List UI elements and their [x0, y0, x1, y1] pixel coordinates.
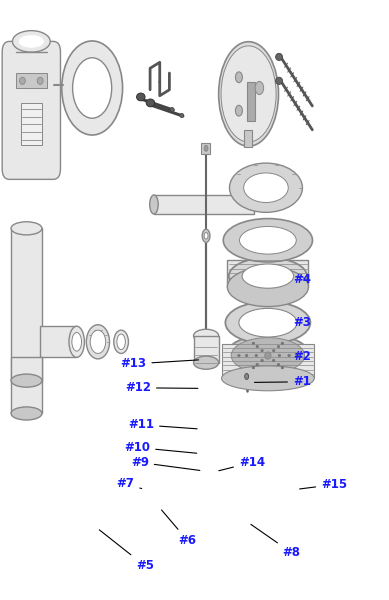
Text: #13: #13 [120, 358, 199, 370]
Ellipse shape [170, 107, 174, 112]
Text: #2: #2 [293, 350, 311, 363]
Text: #9: #9 [131, 456, 200, 470]
Ellipse shape [276, 77, 282, 85]
Bar [11, 358, 42, 413]
Ellipse shape [227, 267, 308, 307]
Ellipse shape [137, 93, 145, 101]
Ellipse shape [180, 113, 184, 118]
Text: #14: #14 [219, 456, 265, 471]
Ellipse shape [281, 367, 284, 369]
Text: #1: #1 [254, 376, 311, 388]
Ellipse shape [261, 349, 263, 352]
Ellipse shape [229, 258, 307, 295]
Ellipse shape [277, 364, 280, 366]
Ellipse shape [69, 326, 84, 358]
Ellipse shape [19, 35, 44, 47]
Ellipse shape [235, 72, 242, 83]
Ellipse shape [238, 355, 240, 357]
Ellipse shape [272, 359, 275, 362]
Ellipse shape [11, 407, 42, 420]
Ellipse shape [230, 163, 303, 212]
Ellipse shape [90, 330, 106, 353]
Ellipse shape [231, 338, 305, 373]
Ellipse shape [117, 334, 125, 350]
Text: #7: #7 [116, 478, 142, 490]
Ellipse shape [73, 58, 112, 118]
Bar [247, 82, 255, 121]
Text: #5: #5 [99, 530, 154, 572]
FancyBboxPatch shape [2, 41, 60, 179]
Bar [222, 344, 314, 379]
Ellipse shape [288, 355, 291, 357]
Ellipse shape [278, 355, 281, 357]
Text: #3: #3 [293, 316, 311, 329]
Ellipse shape [272, 349, 275, 352]
Text: #10: #10 [124, 441, 197, 454]
Ellipse shape [235, 106, 242, 116]
Ellipse shape [255, 355, 258, 357]
Ellipse shape [221, 46, 276, 142]
Ellipse shape [256, 346, 259, 348]
Ellipse shape [204, 233, 208, 239]
Ellipse shape [240, 226, 296, 254]
Ellipse shape [244, 173, 288, 203]
Ellipse shape [194, 329, 219, 343]
Ellipse shape [150, 195, 158, 214]
Ellipse shape [202, 229, 210, 242]
Ellipse shape [245, 355, 248, 357]
Ellipse shape [265, 352, 271, 359]
Ellipse shape [62, 41, 123, 135]
Bar [154, 195, 254, 214]
Ellipse shape [242, 264, 294, 288]
Ellipse shape [277, 346, 280, 348]
Ellipse shape [281, 342, 284, 344]
Ellipse shape [226, 335, 310, 376]
Ellipse shape [204, 145, 208, 151]
Bar [40, 326, 77, 358]
Ellipse shape [11, 374, 42, 387]
Ellipse shape [114, 330, 128, 353]
Bar [227, 260, 308, 287]
Ellipse shape [252, 367, 255, 369]
Ellipse shape [222, 366, 314, 391]
Bar [202, 143, 210, 154]
Ellipse shape [11, 222, 42, 235]
Ellipse shape [239, 308, 297, 337]
Text: #11: #11 [128, 418, 197, 431]
Ellipse shape [255, 82, 264, 95]
Ellipse shape [225, 302, 310, 344]
Ellipse shape [12, 31, 50, 52]
Ellipse shape [276, 53, 282, 61]
Bar [194, 336, 219, 363]
Ellipse shape [194, 356, 219, 369]
Bar [21, 103, 42, 145]
Ellipse shape [261, 359, 263, 362]
Ellipse shape [223, 218, 312, 262]
Ellipse shape [256, 364, 259, 366]
Ellipse shape [37, 77, 43, 85]
Ellipse shape [245, 373, 249, 379]
Ellipse shape [72, 332, 82, 351]
Bar [11, 229, 42, 380]
Ellipse shape [146, 99, 155, 107]
Bar [244, 130, 252, 146]
Ellipse shape [252, 342, 255, 344]
Ellipse shape [296, 355, 298, 357]
Ellipse shape [19, 77, 25, 85]
Ellipse shape [219, 42, 279, 146]
Text: #8: #8 [251, 524, 301, 559]
Text: #12: #12 [125, 381, 198, 394]
Text: #15: #15 [300, 478, 347, 491]
Text: #4: #4 [293, 272, 311, 286]
Bar [16, 73, 47, 88]
Ellipse shape [86, 325, 110, 359]
Text: #6: #6 [161, 510, 197, 547]
